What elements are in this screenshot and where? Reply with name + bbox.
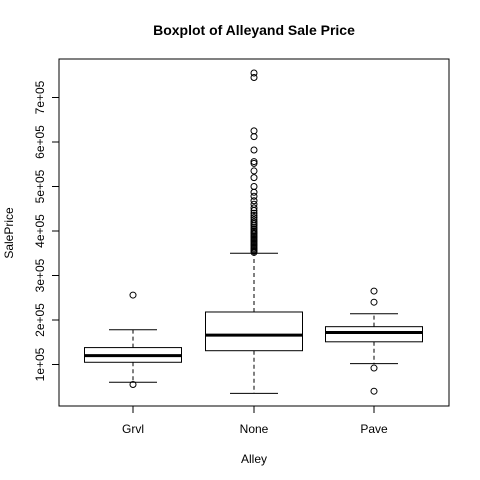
y-axis-label: SalePrice — [2, 207, 16, 259]
outlier-point — [250, 197, 258, 205]
outlier-point — [370, 287, 378, 295]
outlier-point — [250, 188, 258, 196]
plot-layer: 1e+05 2e+05 3e+05 4e+05 5e+05 6e+05 7e+05 Grvl N… — [33, 69, 423, 436]
y-tick-label: 7e+05 — [33, 80, 47, 114]
y-tick-label: 4e+05 — [33, 214, 47, 248]
outlier-point — [250, 192, 258, 200]
box-iqr — [205, 311, 303, 352]
outlier-point — [250, 146, 258, 154]
outlier-point — [250, 158, 258, 166]
outlier-point — [250, 167, 258, 175]
box-iqr — [325, 326, 423, 343]
outlier-point — [370, 387, 378, 395]
y-tick-label: 6e+05 — [33, 125, 47, 159]
x-tick-label: Pave — [360, 422, 388, 436]
outlier-point — [250, 174, 258, 182]
outlier-point — [370, 298, 378, 306]
outlier-point — [250, 209, 258, 217]
y-tick-label: 5e+05 — [33, 169, 47, 203]
outlier-point — [250, 127, 258, 135]
outlier-point — [129, 291, 137, 299]
outlier-point — [250, 200, 258, 208]
outlier-point — [250, 73, 258, 81]
y-tick-label: 1e+05 — [33, 347, 47, 381]
outlier-point — [250, 216, 258, 224]
outlier-point — [129, 381, 137, 389]
y-tick-label: 2e+05 — [33, 303, 47, 337]
outlier-point — [250, 211, 258, 219]
outlier-point — [250, 218, 258, 226]
outlier-point — [250, 69, 258, 77]
chart-title: Boxplot of Alleyand Sale Price — [153, 22, 355, 38]
outlier-point — [370, 364, 378, 372]
x-tick-label: None — [240, 422, 269, 436]
outlier-point — [250, 214, 258, 222]
outlier-point — [250, 183, 258, 190]
outlier-point — [250, 204, 258, 212]
y-tick-label: 3e+05 — [33, 258, 47, 292]
x-axis-label: Alley — [241, 452, 267, 466]
x-tick-label: Grvl — [122, 422, 144, 436]
outlier-point — [250, 133, 258, 141]
